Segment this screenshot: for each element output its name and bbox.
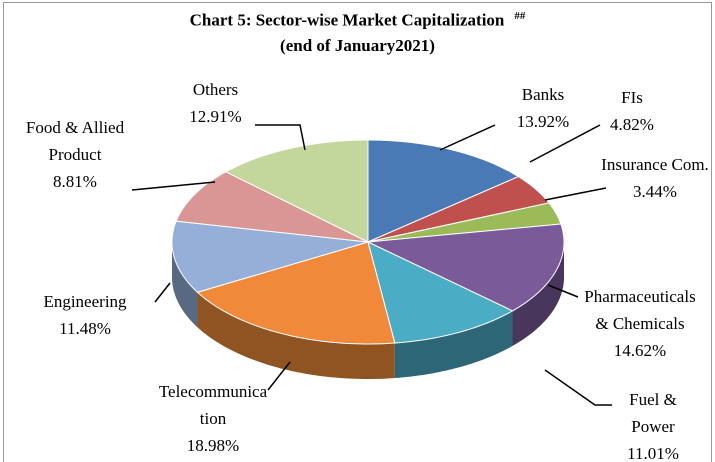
data-label: Fuel & Power 11.01% — [608, 386, 698, 462]
pie-slice — [224, 139, 369, 243]
category-label: Pharmaceuticals & Chemicals — [584, 287, 696, 333]
data-label: Pharmaceuticals & Chemicals 14.62% — [580, 283, 700, 364]
leader-line — [255, 124, 306, 151]
value-label: 13.92% — [516, 112, 570, 131]
pie-side-shade — [197, 292, 395, 379]
category-label: Telecommunication — [158, 382, 268, 428]
pie-slice — [366, 223, 565, 312]
category-label: Others — [192, 80, 239, 99]
pie-slice — [171, 220, 369, 293]
data-label: Food & Allied Product 8.81% — [15, 114, 135, 195]
pie-slice — [196, 241, 396, 345]
category-label: Fuel & Power — [629, 390, 677, 436]
leader-line — [439, 124, 496, 151]
category-label: Engineering — [43, 292, 127, 311]
category-label: Food & Allied Product — [25, 118, 125, 164]
category-label: Insurance Com. — [601, 155, 709, 174]
chart-title: Chart 5: Sector-wise Market Capitalizati… — [189, 10, 505, 30]
title-note: ## — [514, 10, 526, 22]
pie-slice — [175, 171, 369, 243]
category-label: Banks — [521, 85, 565, 104]
pie-side — [197, 292, 395, 379]
pie-side-shade — [394, 310, 513, 379]
leader-line — [267, 361, 291, 391]
value-label: 12.91% — [189, 107, 242, 126]
pie-slice — [367, 202, 562, 243]
frame — [3, 2, 712, 462]
value-label: 8.81% — [53, 172, 97, 191]
value-label: 3.44% — [633, 182, 677, 201]
value-label: 18.98% — [186, 436, 240, 455]
pie-side — [172, 242, 198, 328]
pie-side — [512, 242, 564, 346]
data-label: FIs 4.82% — [592, 84, 672, 138]
value-label: 14.62% — [613, 341, 667, 360]
value-label: 4.82% — [610, 115, 654, 134]
leader-line — [544, 369, 612, 406]
category-label: FIs — [621, 88, 643, 107]
pie-slice — [367, 139, 520, 243]
leader-line — [529, 124, 601, 163]
data-label: Insurance Com. 3.44% — [600, 151, 710, 205]
data-label: Banks 13.92% — [498, 81, 588, 135]
chart-subtitle: (end of January2021) — [280, 36, 435, 55]
value-label: 11.01% — [627, 444, 679, 462]
title-line: Chart 5: Sector-wise Market Capitalizati… — [0, 10, 715, 31]
leader-line — [154, 282, 171, 303]
pie-side-shade — [512, 242, 564, 346]
value-label: 11.48% — [59, 319, 111, 338]
data-label: Engineering 11.48% — [10, 288, 160, 342]
leader-line — [544, 187, 607, 201]
data-label: Others 12.91% — [168, 76, 263, 130]
pie-side-shade — [172, 242, 198, 328]
data-label: Telecommunication 18.98% — [158, 378, 268, 459]
leader-line — [547, 284, 579, 298]
pie-side — [394, 310, 513, 379]
leader-line — [131, 181, 216, 191]
pie-slice — [367, 241, 514, 344]
